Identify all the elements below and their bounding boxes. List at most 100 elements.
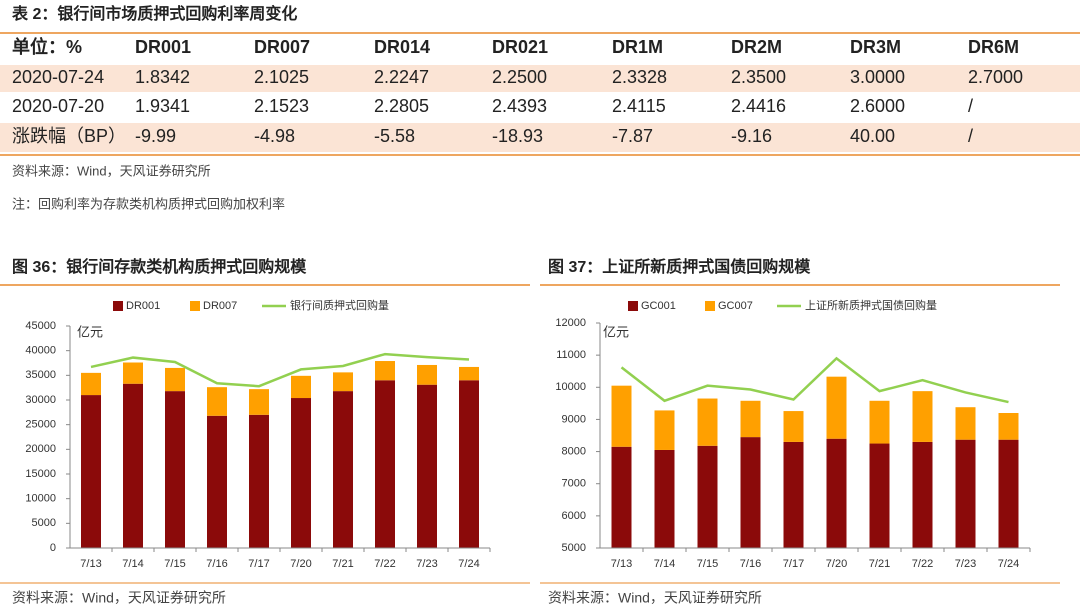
table-cell: 2.2500: [492, 67, 547, 87]
y-unit: 亿元: [603, 324, 629, 339]
bar: [123, 383, 143, 548]
bar: [207, 415, 227, 548]
y-unit: 亿元: [77, 324, 103, 339]
bar: [611, 385, 632, 447]
table-cell: 2020-07-20: [12, 96, 104, 116]
y-tick-label: 6000: [562, 510, 586, 522]
bar: [611, 446, 632, 548]
bar: [740, 400, 761, 438]
x-tick-label: 7/22: [374, 558, 395, 570]
x-tick-label: 7/17: [783, 558, 804, 570]
table-cell: -9.16: [731, 126, 772, 146]
line-series: [620, 356, 1009, 404]
y-tick-label: 45000: [25, 320, 56, 332]
table-cell: 1.8342: [135, 67, 190, 87]
legend-label: DR001: [126, 300, 160, 312]
bar: [249, 414, 269, 548]
y-tick-label: 40000: [25, 345, 56, 357]
table-cell: /: [968, 126, 973, 146]
bar: [417, 384, 437, 548]
table-note: 资料来源：Wind，天风证券研究所: [12, 163, 211, 178]
table-header: DR6M: [968, 37, 1019, 57]
y-tick-label: 10000: [555, 381, 586, 393]
bar: [826, 438, 847, 548]
y-tick-label: 5000: [32, 517, 56, 529]
x-tick-label: 7/20: [826, 558, 847, 570]
bar: [654, 410, 675, 450]
table-cell: 2.3500: [731, 67, 786, 87]
table-cell: -4.98: [254, 126, 295, 146]
table-cell: 40.00: [850, 126, 895, 146]
x-tick-label: 7/17: [248, 558, 269, 570]
table-cell: /: [968, 96, 973, 116]
y-tick-label: 30000: [25, 394, 56, 406]
bar: [783, 441, 804, 548]
bar: [697, 445, 718, 548]
x-tick-label: 7/24: [998, 558, 1019, 570]
legend-swatch: [628, 301, 638, 311]
x-tick-label: 7/13: [80, 558, 101, 570]
x-tick-label: 7/20: [290, 558, 311, 570]
table-cell: -18.93: [492, 126, 543, 146]
x-tick-label: 7/14: [122, 558, 143, 570]
x-tick-label: 7/15: [164, 558, 185, 570]
x-tick-label: 7/15: [697, 558, 718, 570]
y-tick-label: 25000: [25, 419, 56, 431]
table-note: 注：回购利率为存款类机构质押式回购加权利率: [12, 196, 285, 211]
table-cell: -7.87: [612, 126, 653, 146]
table-cell: 2.4115: [612, 96, 666, 116]
legend-label: DR007: [203, 300, 237, 312]
table-header: DR3M: [850, 37, 901, 57]
table-title: 表 2：银行间市场质押式回购利率周变化: [11, 4, 297, 23]
x-tick-label: 7/13: [611, 558, 632, 570]
bar: [81, 395, 101, 548]
legend-label: GC001: [641, 300, 676, 312]
legend-label: GC007: [718, 300, 753, 312]
y-tick-label: 10000: [25, 493, 56, 505]
bar: [955, 439, 976, 548]
table-cell: 2.7000: [968, 67, 1023, 87]
chart-title: 图 36：银行间存款类机构质押式回购规模: [12, 257, 307, 276]
table-cell: 2.4393: [492, 96, 547, 116]
bar: [291, 398, 311, 548]
table-cell: 2.2805: [374, 96, 429, 116]
bar: [333, 391, 353, 548]
bar: [654, 449, 675, 548]
bar: [375, 361, 395, 381]
x-tick-label: 7/21: [332, 558, 353, 570]
y-tick-label: 8000: [562, 445, 586, 457]
legend-swatch: [113, 301, 123, 311]
x-tick-label: 7/16: [206, 558, 227, 570]
table-cell: 2020-07-24: [12, 67, 104, 87]
bar: [740, 437, 761, 548]
table-header: DR2M: [731, 37, 782, 57]
bar: [955, 407, 976, 440]
bar: [291, 375, 311, 399]
y-tick-label: 5000: [562, 542, 586, 554]
bar: [249, 389, 269, 415]
bar: [459, 380, 479, 548]
y-tick-label: 11000: [556, 349, 586, 361]
table-cell: 涨跌幅（BP）: [12, 126, 126, 146]
y-tick-label: 35000: [25, 369, 56, 381]
bar: [123, 362, 143, 384]
bar: [783, 411, 804, 442]
row-band: [0, 123, 1080, 152]
legend-swatch: [190, 301, 200, 311]
bar: [826, 376, 847, 439]
table-header: DR001: [135, 37, 191, 57]
chart-title: 图 37：上证所新质押式国债回购规模: [548, 257, 811, 276]
chart-source: 资料来源：Wind，天风证券研究所: [548, 590, 762, 606]
y-tick-label: 0: [50, 542, 56, 554]
bar: [165, 391, 185, 548]
x-tick-label: 7/23: [955, 558, 976, 570]
bar: [912, 441, 933, 548]
y-tick-label: 12000: [555, 317, 586, 329]
bar: [417, 364, 437, 385]
bar: [998, 413, 1019, 440]
x-tick-label: 7/21: [869, 558, 890, 570]
x-tick-label: 7/24: [458, 558, 479, 570]
table-cell: 2.1523: [254, 96, 309, 116]
table-cell: 3.0000: [850, 67, 905, 87]
